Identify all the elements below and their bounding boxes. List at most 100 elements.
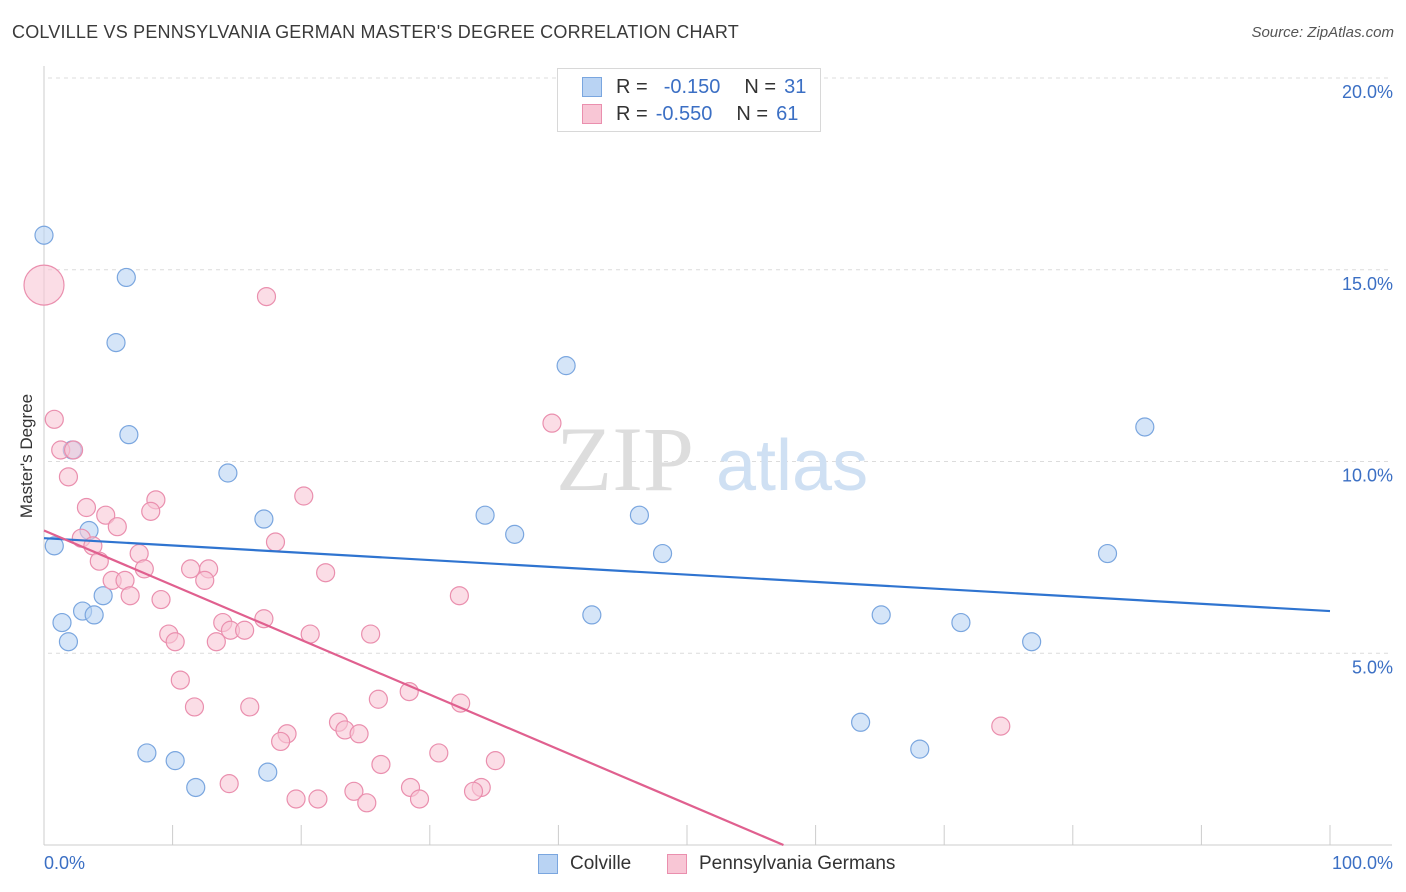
point-colville bbox=[475, 505, 495, 525]
y-axis-label: Master's Degree bbox=[17, 393, 36, 519]
point-colville bbox=[258, 762, 278, 782]
point-colville bbox=[505, 524, 525, 544]
point-colville bbox=[556, 356, 576, 376]
point-colville bbox=[1022, 632, 1042, 652]
point-colville bbox=[58, 632, 79, 652]
bottom-legend-colville: Colville bbox=[538, 852, 631, 876]
point-pennsylvania-germans bbox=[485, 751, 505, 771]
legend-n-label: N = bbox=[736, 102, 769, 125]
point-pennsylvania-germans bbox=[308, 789, 328, 809]
watermark-atlas: atlas bbox=[716, 426, 868, 506]
source-label: Source: ZipAtlas.com bbox=[1251, 24, 1394, 41]
trendline-pennsylvania-germans bbox=[43, 529, 784, 847]
point-colville bbox=[52, 612, 72, 633]
point-pennsylvania-germans bbox=[184, 697, 205, 717]
point-pennsylvania-germans bbox=[141, 501, 161, 521]
bottom-legend-swatch-colville bbox=[538, 854, 558, 874]
point-pennsylvania-germans bbox=[991, 716, 1011, 736]
point-pennsylvania-germans bbox=[151, 589, 171, 610]
point-pennsylvania-germans bbox=[44, 409, 64, 429]
point-pennsylvania-germans bbox=[165, 632, 185, 652]
point-pennsylvania-germans bbox=[449, 586, 469, 606]
legend-n-label: N = bbox=[744, 75, 777, 98]
point-pennsylvania-germans bbox=[542, 413, 562, 433]
point-pennsylvania-germans bbox=[409, 789, 430, 809]
x-tick-label: 0.0% bbox=[44, 853, 85, 873]
point-pennsylvania-germans bbox=[240, 697, 260, 717]
chart-title: COLVILLE VS PENNSYLVANIA GERMAN MASTER'S… bbox=[12, 22, 739, 42]
y-tick-label: 20.0% bbox=[1342, 82, 1393, 102]
point-colville bbox=[1135, 417, 1155, 437]
point-pennsylvania-germans bbox=[349, 724, 369, 744]
point-pennsylvania-germans bbox=[429, 743, 449, 763]
legend-r-label: R = bbox=[616, 102, 648, 125]
bottom-legend-label-colville: Colville bbox=[570, 853, 632, 874]
point-pennsylvania-germans bbox=[371, 754, 391, 775]
y-tick-label: 5.0% bbox=[1352, 657, 1393, 677]
point-colville bbox=[106, 333, 126, 353]
point-pennsylvania-germans bbox=[107, 517, 127, 537]
legend-swatch-colville bbox=[582, 77, 602, 97]
point-colville bbox=[951, 612, 971, 633]
watermark: ZIP atlas bbox=[556, 408, 868, 510]
x-tick-label: 100.0% bbox=[1332, 853, 1393, 873]
point-colville bbox=[871, 605, 891, 625]
point-colville bbox=[84, 605, 104, 625]
point-colville bbox=[910, 739, 930, 759]
trend-layer bbox=[43, 529, 1331, 847]
point-pennsylvania-germans bbox=[316, 563, 336, 583]
point-pennsylvania-germans bbox=[271, 731, 291, 752]
point-colville bbox=[851, 712, 871, 732]
point-colville bbox=[165, 751, 185, 771]
point-pennsylvania-germans bbox=[235, 620, 255, 640]
point-colville bbox=[34, 225, 54, 245]
point-pennsylvania-germans bbox=[219, 774, 239, 794]
legend-n-value: 31 bbox=[784, 75, 807, 98]
y-tick-label: 15.0% bbox=[1342, 274, 1393, 294]
point-pennsylvania-germans bbox=[368, 689, 388, 709]
point-colville bbox=[629, 505, 650, 525]
point-pennsylvania-germans bbox=[58, 467, 79, 487]
point-pennsylvania-germans bbox=[23, 264, 65, 306]
point-colville bbox=[116, 267, 136, 288]
bottom-legend-swatch-pennsylvania-germans bbox=[667, 854, 687, 874]
legend-r-label: R = bbox=[616, 75, 648, 98]
point-colville bbox=[93, 586, 113, 606]
legend-row-colville: R = -0.150 N = 31 bbox=[582, 75, 806, 99]
y-tick-label: 10.0% bbox=[1342, 466, 1393, 486]
legend-r-value: -0.550 bbox=[655, 102, 713, 125]
point-pennsylvania-germans bbox=[76, 497, 97, 518]
legend-r-value: -0.150 bbox=[663, 75, 721, 98]
legend-swatch-pennsylvania-germans bbox=[582, 104, 602, 124]
legend-n-value: 61 bbox=[776, 102, 799, 125]
point-pennsylvania-germans bbox=[63, 440, 84, 460]
point-pennsylvania-germans bbox=[463, 781, 484, 801]
watermark-zip: ZIP bbox=[556, 408, 694, 510]
grid-layer bbox=[48, 77, 1392, 654]
point-pennsylvania-germans bbox=[265, 532, 286, 552]
point-pennsylvania-germans bbox=[286, 789, 306, 809]
legend: R = -0.150 N = 31 R = -0.550 N = 61 bbox=[557, 68, 821, 132]
point-pennsylvania-germans bbox=[256, 286, 277, 307]
point-pennsylvania-germans bbox=[96, 505, 116, 525]
point-pennsylvania-germans bbox=[361, 624, 381, 644]
tick-label-layer: 5.0% 10.0% 15.0% 20.0% 0.0% 100.0% bbox=[44, 82, 1393, 873]
point-pennsylvania-germans bbox=[195, 570, 215, 590]
point-pennsylvania-germans bbox=[357, 793, 377, 813]
point-colville bbox=[1097, 543, 1118, 564]
point-colville bbox=[254, 509, 274, 529]
bottom-legend-pennsylvania-germans: Pennsylvania Germans bbox=[667, 852, 895, 876]
point-colville bbox=[137, 743, 157, 763]
points-layer bbox=[23, 225, 1155, 813]
point-colville bbox=[582, 605, 602, 625]
trendline-colville bbox=[43, 537, 1331, 613]
legend-row-pennsylvania-germans: R = -0.550 N = 61 bbox=[582, 102, 798, 126]
point-pennsylvania-germans bbox=[206, 632, 226, 652]
point-pennsylvania-germans bbox=[120, 586, 140, 606]
point-pennsylvania-germans bbox=[170, 670, 190, 690]
point-colville bbox=[119, 425, 139, 445]
point-pennsylvania-germans bbox=[294, 486, 314, 506]
point-colville bbox=[186, 777, 206, 798]
axis-layer bbox=[43, 66, 1392, 846]
